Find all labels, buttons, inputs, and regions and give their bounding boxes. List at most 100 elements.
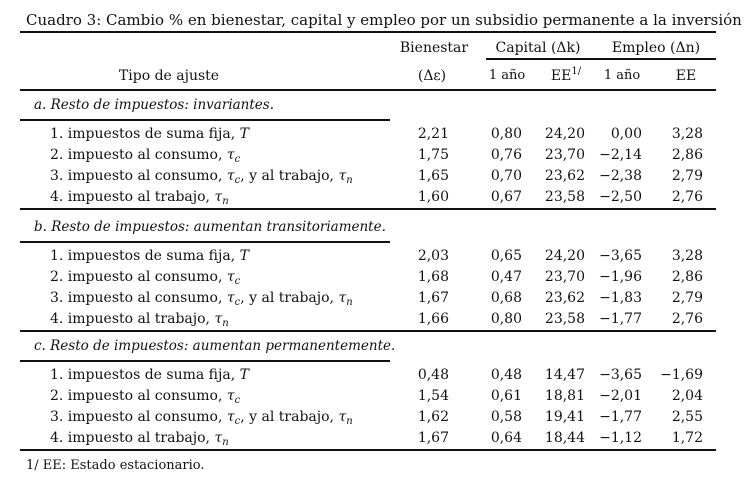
- row-label: 4. impuesto al trabajo, τn: [50, 189, 229, 207]
- row-label: 3. impuesto al consumo, τc, y al trabajo…: [50, 409, 353, 427]
- cell-value: −3,65: [599, 248, 642, 264]
- label-math: τc: [227, 168, 241, 186]
- cell-value: 0,00: [610, 126, 642, 142]
- math-subscript: c: [234, 297, 241, 308]
- section-label: c. Resto de impuestos: aumentan permanen…: [34, 338, 396, 354]
- section-label: b. Resto de impuestos: aumentan transito…: [34, 219, 386, 235]
- cell-value: 1,75: [417, 147, 449, 163]
- section-rule: [20, 241, 390, 243]
- math-subscript: c: [234, 395, 241, 406]
- cell-value: 23,62: [544, 168, 585, 184]
- cell-value: 2,55: [671, 409, 703, 425]
- row-label: 4. impuesto al trabajo, τn: [50, 311, 229, 329]
- math-symbol: τ: [226, 409, 235, 425]
- header-subrule: [486, 58, 716, 60]
- label-text: 3. impuesto al consumo,: [50, 409, 227, 425]
- cell-value: 0,65: [490, 248, 522, 264]
- math-subscript: n: [346, 175, 353, 186]
- footnote-mark: 1/: [571, 66, 582, 77]
- cell-value: −1,77: [599, 311, 642, 327]
- math-subscript: n: [346, 416, 353, 427]
- header-capital-ee: EE1/: [550, 66, 582, 85]
- header-empleo-1ano: 1 año: [603, 68, 641, 83]
- label-text: 1. impuestos de suma fija,: [50, 248, 240, 264]
- label-text: 2. impuesto al consumo,: [50, 388, 227, 404]
- cell-value: 0,58: [490, 409, 522, 425]
- label-math: τn: [214, 189, 229, 207]
- header-rule: [20, 89, 716, 91]
- cell-value: 0,48: [490, 367, 522, 383]
- cell-value: −1,69: [660, 367, 703, 383]
- cell-value: 0,68: [490, 290, 522, 306]
- label-math: τc: [227, 147, 240, 165]
- label-text: 1. impuestos de suma fija,: [50, 367, 240, 383]
- math-subscript: n: [222, 196, 229, 207]
- cell-value: −1,77: [599, 409, 642, 425]
- ee-label: EE: [550, 68, 572, 84]
- section-bottom-rule: [20, 208, 716, 210]
- cell-value: 1,60: [417, 189, 449, 205]
- cell-value: 2,86: [671, 147, 703, 163]
- cell-value: 0,48: [417, 367, 449, 383]
- cell-value: 24,20: [544, 126, 585, 142]
- label-math: τn: [338, 409, 353, 427]
- label-text: 2. impuesto al consumo,: [50, 269, 227, 285]
- cell-value: 1,67: [417, 430, 449, 446]
- row-label: 3. impuesto al consumo, τc, y al trabajo…: [50, 290, 353, 308]
- cell-value: 1,62: [417, 409, 449, 425]
- cell-value: −1,96: [599, 269, 642, 285]
- cell-value: 14,47: [544, 367, 585, 383]
- math-symbol: τ: [338, 409, 347, 425]
- math-symbol: τ: [214, 311, 223, 327]
- header-capital: Capital (Δk): [495, 40, 581, 56]
- label-text: 3. impuesto al consumo,: [50, 168, 227, 184]
- cell-value: 0,67: [490, 189, 522, 205]
- cell-value: 23,70: [544, 147, 585, 163]
- math-symbol: τ: [226, 290, 235, 306]
- header-tipo: Tipo de ajuste: [118, 68, 220, 84]
- cell-value: 2,79: [671, 290, 703, 306]
- row-label: 2. impuesto al consumo, τc: [50, 147, 240, 165]
- label-text: , y al trabajo,: [240, 168, 339, 184]
- label-text: 3. impuesto al consumo,: [50, 290, 227, 306]
- cell-value: 1,72: [671, 430, 703, 446]
- label-math: τc: [226, 409, 240, 427]
- math-subscript: c: [234, 175, 241, 186]
- section-bottom-rule: [20, 449, 716, 451]
- cell-value: 2,04: [671, 388, 703, 404]
- header-bienestar: Bienestar: [399, 40, 469, 56]
- cell-value: 0,61: [490, 388, 522, 404]
- table-title: Cuadro 3: Cambio % en bienestar, capital…: [26, 11, 742, 29]
- label-text: , y al trabajo,: [240, 409, 339, 425]
- math-symbol: τ: [214, 189, 223, 205]
- cell-value: 3,28: [671, 248, 703, 264]
- section-rule: [20, 119, 390, 121]
- label-math: T: [240, 126, 249, 142]
- label-text: 1. impuestos de suma fija,: [50, 126, 240, 142]
- math-symbol: T: [239, 248, 249, 264]
- label-math: T: [240, 367, 249, 383]
- label-math: τn: [214, 430, 228, 448]
- cell-value: −1,12: [599, 430, 642, 446]
- cell-value: 3,28: [671, 126, 703, 142]
- label-text: , y al trabajo,: [240, 290, 339, 306]
- cell-value: −2,01: [599, 388, 642, 404]
- cell-value: 24,20: [544, 248, 585, 264]
- cell-value: 0,64: [490, 430, 522, 446]
- math-symbol: T: [239, 126, 249, 142]
- cell-value: 2,03: [417, 248, 449, 264]
- top-rule: [20, 31, 716, 33]
- row-label: 1. impuestos de suma fija, T: [50, 126, 249, 142]
- cell-value: 2,79: [671, 168, 703, 184]
- header-empleo-ee: EE: [675, 68, 697, 84]
- row-label: 2. impuesto al consumo, τc: [50, 388, 241, 406]
- cell-value: 19,41: [544, 409, 585, 425]
- cell-value: 18,81: [544, 388, 585, 404]
- label-math: τc: [227, 388, 241, 406]
- cell-value: 0,80: [490, 126, 522, 142]
- cell-value: −2,50: [599, 189, 642, 205]
- cell-value: 0,76: [490, 147, 522, 163]
- header-empleo: Empleo (Δn): [611, 40, 701, 56]
- label-math: τc: [227, 269, 240, 287]
- cell-value: 23,58: [544, 189, 585, 205]
